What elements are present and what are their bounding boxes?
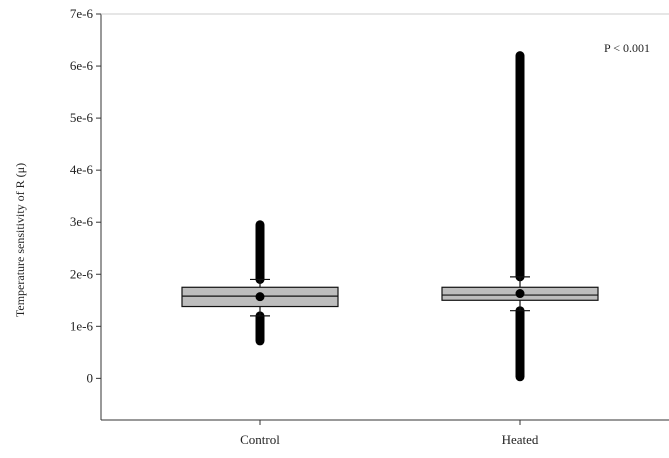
y-tick-label: 0 bbox=[87, 370, 94, 385]
plot-area: 0 1e-6 2e-6 3e-6 4e-6 5e-6 6e-6 7e-6 Control Heat… bbox=[70, 6, 669, 447]
y-tick-label: 3e-6 bbox=[70, 214, 94, 229]
mean-point bbox=[255, 292, 265, 302]
y-tick-label: 6e-6 bbox=[70, 58, 94, 73]
y-axis-title: Temperature sensitivity of R (μ) bbox=[13, 163, 27, 317]
mean-point bbox=[515, 289, 525, 299]
y-tick-label: 4e-6 bbox=[70, 162, 94, 177]
y-tick-label: 2e-6 bbox=[70, 266, 94, 281]
y-tick-label: 5e-6 bbox=[70, 110, 94, 125]
y-tick-label: 7e-6 bbox=[70, 6, 94, 21]
x-tick-label: Heated bbox=[502, 432, 539, 447]
x-tick-label: Control bbox=[240, 432, 280, 447]
y-tick-label: 1e-6 bbox=[70, 318, 94, 333]
p-value-annotation: P < 0.001 bbox=[604, 41, 650, 55]
